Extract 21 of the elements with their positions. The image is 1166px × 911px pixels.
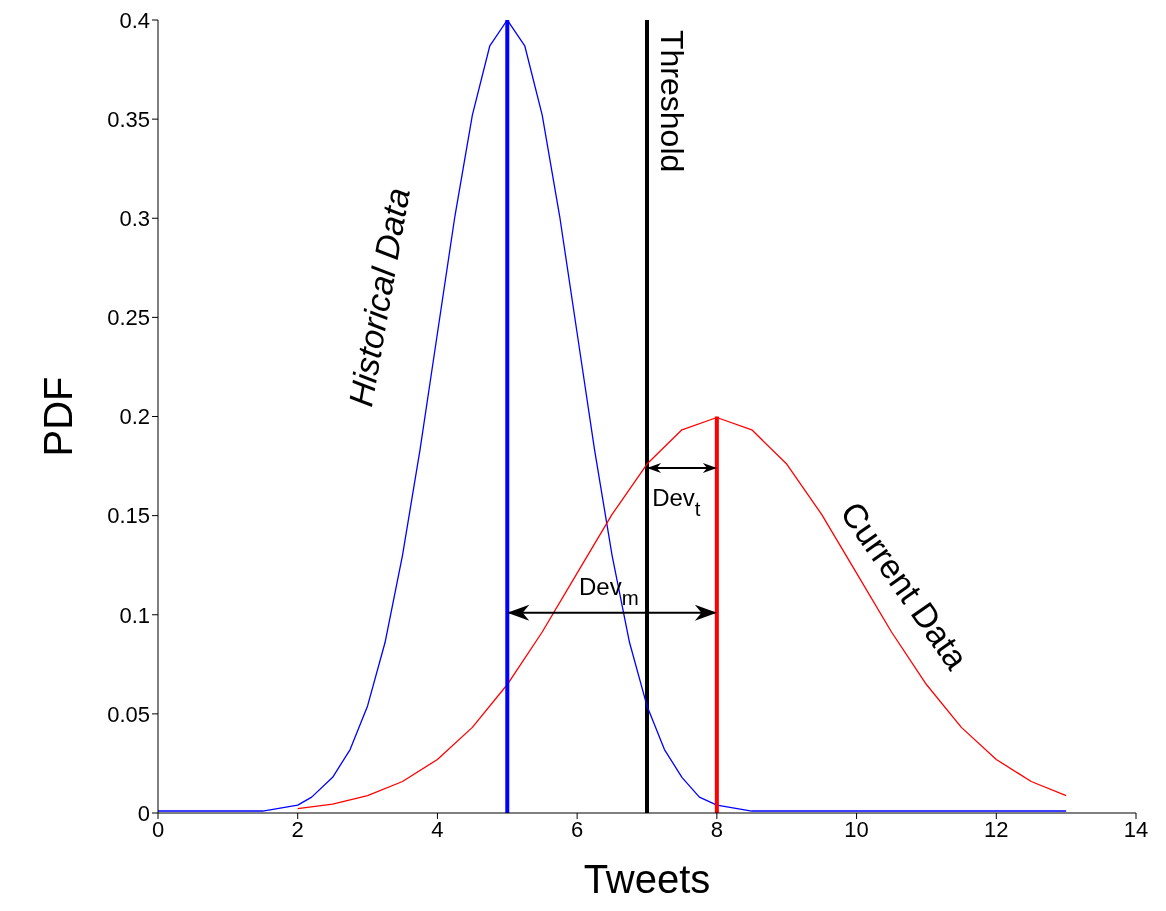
y-tick-label: 0.4	[119, 7, 150, 33]
x-tick-label: 2	[291, 816, 304, 842]
ref-line-label: Threshold	[654, 30, 690, 173]
y-tick-label: 0.15	[107, 503, 150, 529]
y-tick-label: 0.2	[119, 404, 150, 430]
x-tick-label: 14	[1123, 816, 1149, 842]
x-tick-label: 10	[844, 816, 869, 842]
annotation: Historical Data	[341, 184, 417, 410]
y-tick-label: 0.1	[119, 602, 150, 628]
x-tick-label: 8	[710, 816, 723, 842]
y-axis-title: PDF	[36, 376, 81, 457]
x-tick-label: 4	[431, 816, 444, 842]
y-tick-label: 0	[137, 800, 150, 826]
y-tick-label: 0.25	[107, 305, 150, 331]
x-tick-label: 6	[571, 816, 584, 842]
y-tick-label: 0.35	[107, 106, 150, 132]
y-tick-label: 0.3	[119, 206, 150, 232]
x-tick-label: 12	[984, 816, 1009, 842]
y-tick-label: 0.05	[107, 701, 150, 727]
annotation: Dev$_{t}$	[652, 484, 701, 521]
x-axis-title: Tweets	[583, 857, 711, 901]
